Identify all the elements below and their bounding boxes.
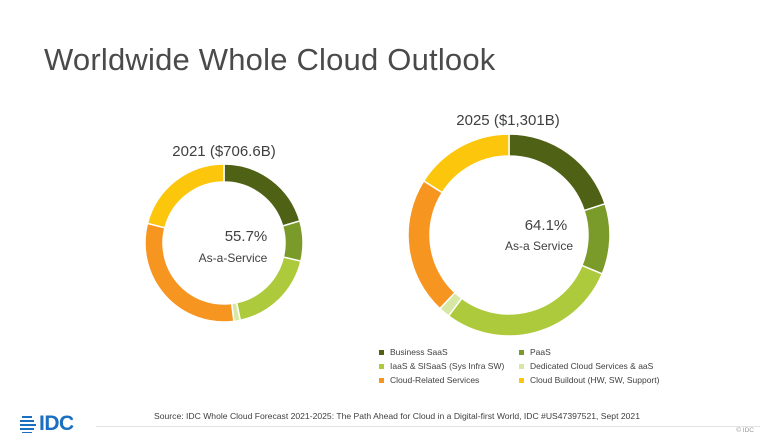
donut-slice-paas xyxy=(281,220,304,263)
legend-label: Cloud Buildout (HW, SW, Support) xyxy=(530,375,660,385)
donut-slice-business-saas xyxy=(223,163,301,227)
legend-swatch xyxy=(379,377,384,383)
legend-swatch xyxy=(519,363,524,369)
chart-title-2025: 2025 ($1,301B) xyxy=(456,112,559,129)
center-label-2025: As-a Service xyxy=(505,239,573,253)
legend-item: Cloud Buildout (HW, SW, Support) xyxy=(519,375,699,385)
donut-slice-business-saas xyxy=(508,133,607,212)
donut-slice-cloud-related-services xyxy=(144,222,235,323)
legend-item: Cloud-Related Services xyxy=(379,375,517,385)
legend-swatch xyxy=(519,377,524,383)
legend-label: Dedicated Cloud Services & aaS xyxy=(530,361,654,371)
legend-item: PaaS xyxy=(519,347,699,357)
chart-legend: Business SaaS PaaS IaaS & SISaaS (Sys In… xyxy=(379,347,709,385)
footer-divider xyxy=(96,426,760,427)
donut-slice-cloud-buildout-hw-sw-support xyxy=(146,163,225,229)
legend-label: Cloud-Related Services xyxy=(390,375,480,385)
donut-slice-cloud-related-services xyxy=(407,179,456,310)
donut-slice-cloud-buildout-hw-sw-support xyxy=(422,133,510,194)
donut-chart-2025 xyxy=(407,133,611,337)
legend-label: Business SaaS xyxy=(390,347,448,357)
center-label-2021: As-a-Service xyxy=(199,251,268,265)
legend-label: IaaS & SISaaS (Sys Infra SW) xyxy=(390,361,505,371)
chart-title-2021: 2021 ($706.6B) xyxy=(172,143,275,160)
slide-title: Worldwide Whole Cloud Outlook xyxy=(44,42,496,77)
center-value-2021: 55.7% xyxy=(225,228,268,245)
idc-logo: IDC xyxy=(20,412,74,436)
legend-swatch xyxy=(519,349,524,355)
source-note: Source: IDC Whole Cloud Forecast 2021-20… xyxy=(154,411,640,421)
legend-item: Business SaaS xyxy=(379,347,517,357)
copyright: © IDC xyxy=(736,427,754,434)
logo-text: IDC xyxy=(39,412,74,435)
donut-slice-paas xyxy=(580,202,611,275)
donut-chart-2021 xyxy=(144,163,304,323)
center-value-2025: 64.1% xyxy=(525,217,568,234)
legend-swatch xyxy=(379,363,384,369)
legend-swatch xyxy=(379,349,384,355)
legend-item: Dedicated Cloud Services & aaS xyxy=(519,361,699,371)
donut-slice-iaas-sisaas-sys-infra-sw xyxy=(447,264,604,337)
donut-slice-iaas-sisaas-sys-infra-sw xyxy=(235,256,302,322)
legend-item: IaaS & SISaaS (Sys Infra SW) xyxy=(379,361,517,371)
globe-lines-icon xyxy=(20,416,36,433)
legend-label: PaaS xyxy=(530,347,551,357)
